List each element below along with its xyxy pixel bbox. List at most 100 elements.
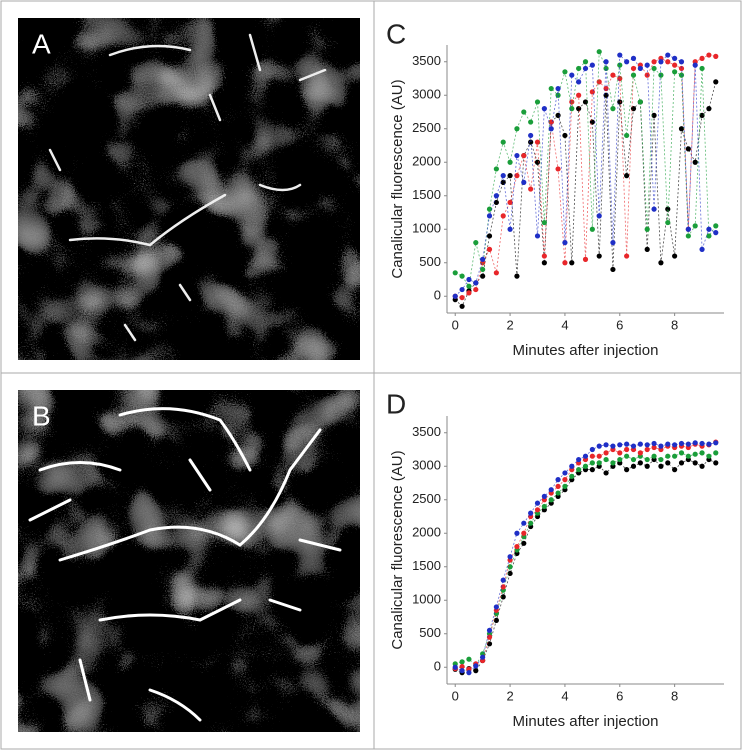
point	[480, 266, 486, 273]
point	[500, 179, 506, 185]
point	[452, 293, 458, 299]
point	[658, 260, 664, 266]
x-tick-label: 8	[671, 317, 678, 332]
point	[699, 440, 705, 447]
point	[500, 213, 506, 219]
point	[541, 493, 547, 499]
point	[624, 253, 630, 259]
point	[699, 246, 705, 252]
point	[596, 213, 602, 219]
point	[672, 442, 678, 448]
y-axis-title: Canalicular fluorescence (AU)	[389, 450, 406, 649]
point	[713, 53, 719, 59]
point	[459, 668, 465, 674]
x-tick-label: 6	[616, 688, 623, 703]
point	[555, 477, 561, 483]
point	[651, 440, 657, 447]
point	[534, 233, 541, 239]
point	[521, 530, 527, 536]
y-tick-label: 0	[434, 288, 441, 303]
point	[685, 441, 691, 447]
point	[706, 453, 712, 459]
y-tick-label: 1500	[412, 187, 441, 202]
point	[637, 65, 643, 72]
y-tick-label: 2500	[412, 120, 441, 135]
point	[672, 453, 678, 459]
point	[610, 240, 616, 246]
point	[589, 467, 595, 473]
point	[678, 126, 685, 132]
point	[534, 500, 541, 506]
point	[459, 659, 465, 665]
point	[685, 146, 691, 152]
point	[534, 507, 541, 513]
point	[493, 604, 499, 610]
point	[459, 286, 465, 293]
point	[706, 233, 712, 239]
point	[576, 106, 582, 112]
point	[706, 106, 712, 112]
point	[665, 206, 671, 212]
point	[637, 460, 643, 466]
point	[706, 52, 712, 58]
point	[562, 132, 568, 139]
point	[685, 226, 691, 232]
point	[466, 290, 472, 296]
point	[459, 303, 465, 309]
point	[596, 79, 602, 85]
y-tick-label: 1000	[412, 221, 441, 236]
point	[624, 132, 630, 139]
point	[521, 540, 527, 546]
point	[624, 59, 630, 65]
point	[603, 450, 609, 456]
point	[617, 62, 623, 68]
point	[713, 79, 719, 85]
point	[528, 139, 534, 145]
point	[562, 240, 568, 246]
series-line	[455, 458, 716, 674]
point	[576, 456, 582, 463]
point	[569, 473, 575, 479]
x-tick-label: 0	[452, 688, 459, 703]
point	[644, 226, 650, 232]
point	[480, 273, 486, 279]
point	[576, 467, 582, 473]
point	[569, 260, 575, 266]
point	[486, 627, 493, 634]
point	[610, 72, 616, 78]
panel-label: D	[386, 388, 406, 419]
point	[493, 199, 499, 206]
point	[521, 152, 527, 159]
point	[651, 65, 657, 72]
point	[699, 450, 705, 456]
point	[644, 456, 650, 463]
point	[644, 463, 650, 469]
point	[624, 453, 630, 459]
point	[486, 246, 493, 252]
point	[692, 451, 698, 457]
point	[514, 530, 520, 536]
point	[486, 213, 493, 219]
point	[541, 260, 547, 266]
point	[658, 72, 664, 78]
point	[624, 441, 630, 447]
point	[541, 106, 547, 112]
point	[486, 206, 493, 212]
point	[713, 223, 719, 229]
point	[630, 55, 637, 62]
point	[507, 173, 513, 179]
point	[706, 441, 712, 447]
point	[610, 443, 616, 449]
point	[521, 520, 527, 526]
point	[507, 199, 513, 206]
point	[528, 510, 534, 516]
point	[678, 59, 685, 65]
point	[589, 226, 595, 232]
point	[596, 453, 602, 459]
point	[473, 280, 479, 286]
point	[603, 470, 609, 476]
point	[713, 230, 719, 236]
